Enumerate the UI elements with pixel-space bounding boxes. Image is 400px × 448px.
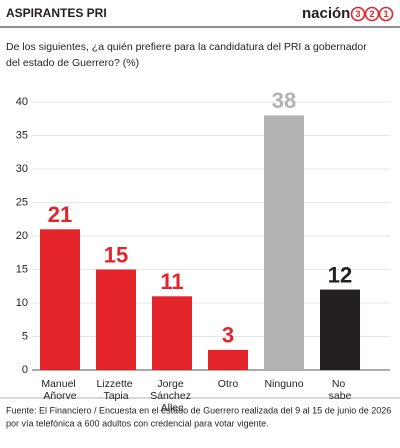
x-tick-label: Ninguno	[264, 378, 303, 390]
bar	[96, 269, 136, 370]
value-label: 12	[328, 262, 352, 287]
bar	[320, 289, 360, 370]
bar	[208, 349, 248, 370]
value-label: 15	[104, 242, 128, 267]
value-label: 38	[272, 88, 296, 113]
y-tick-label: 40	[16, 96, 28, 108]
y-tick-label: 0	[22, 364, 28, 376]
source: por vía telefónica a 600 adultos con cre…	[6, 418, 269, 428]
x-tick-label: Jorge Sánchez Allec	[150, 378, 194, 414]
header-title: ASPIRANTES PRI	[6, 6, 107, 20]
value-label: 21	[48, 202, 72, 227]
logo-digit: 3	[355, 9, 360, 19]
x-tick-label: Lizzette Tapia	[96, 378, 135, 402]
source: Fuente: El Financiero / Encuesta en el e…	[6, 405, 391, 415]
y-tick-label: 25	[16, 196, 28, 208]
logo-text: nación	[302, 5, 350, 22]
logo-circle	[350, 6, 366, 22]
x-tick-label: Otro	[218, 378, 239, 390]
y-tick-label: 30	[16, 163, 28, 175]
bar	[152, 296, 192, 370]
subtitle: De los siguientes, ¿a quién prefiere par…	[6, 41, 367, 53]
y-tick-label: 5	[22, 330, 28, 342]
bar	[40, 229, 80, 370]
y-tick-label: 35	[16, 129, 28, 141]
x-tick-label: Manuel Añorve	[41, 378, 78, 402]
x-tick-label: No sabe	[329, 378, 352, 402]
value-label: 11	[160, 269, 183, 294]
y-tick-label: 10	[16, 297, 28, 309]
logo-digit: 2	[369, 9, 374, 19]
logo-circle	[378, 6, 394, 22]
value-label: 3	[222, 323, 234, 348]
y-tick-label: 15	[16, 263, 28, 275]
logo-circle	[364, 6, 380, 22]
subtitle: del estado de Guerrero? (%)	[6, 57, 139, 69]
logo-digit: 1	[383, 9, 388, 19]
bar	[264, 115, 304, 371]
y-tick-label: 20	[16, 230, 28, 242]
